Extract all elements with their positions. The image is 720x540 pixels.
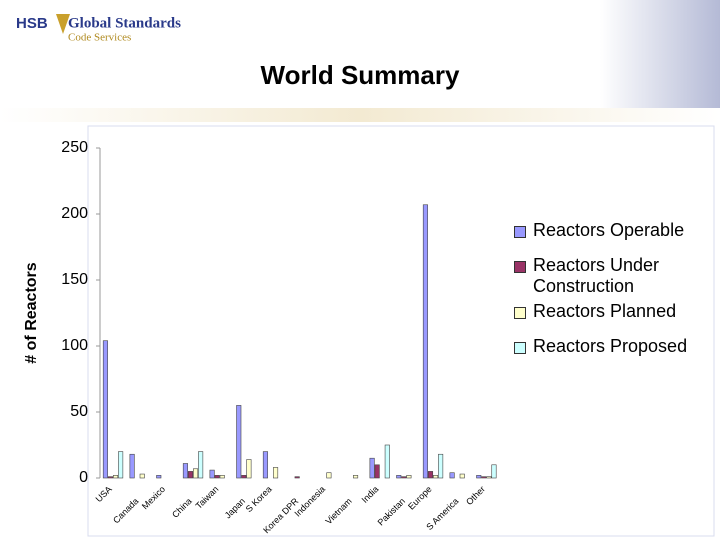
y-tick-label: 150: [61, 271, 88, 288]
brand: HSB: [16, 15, 48, 32]
bar: [491, 464, 497, 479]
legend-label: Reactors Under Construction: [533, 255, 660, 296]
bar: [481, 476, 487, 479]
bar: [198, 451, 204, 479]
plot-frame: [87, 125, 715, 537]
bar: [459, 473, 465, 479]
bar: [193, 468, 199, 479]
legend-label: Reactors Operable: [533, 220, 685, 240]
bar: [438, 453, 444, 479]
y-tick-label: 250: [61, 139, 88, 156]
legend-label: Reactors Proposed: [533, 336, 688, 356]
bar: [401, 476, 407, 479]
legend-swatch: [514, 342, 526, 354]
bar: [118, 451, 124, 479]
bar: [294, 476, 300, 479]
legend: Reactors Operable Reactors Under Construc…: [514, 220, 714, 357]
bar: [236, 405, 242, 479]
bar: [427, 471, 434, 479]
bar: [486, 476, 492, 479]
bar: [384, 444, 390, 479]
bar: [139, 473, 145, 479]
bar: [219, 475, 225, 479]
bar: [129, 453, 135, 479]
y-tick-label: 0: [79, 469, 88, 486]
legend-item: Reactors Operable: [514, 220, 714, 241]
legend-label: Reactors Planned: [533, 301, 677, 321]
bar: [209, 469, 215, 479]
bar: [369, 457, 375, 479]
legend-item: Reactors Under Construction: [514, 255, 714, 297]
chart-title: World Summary: [261, 60, 460, 90]
bar: [246, 459, 252, 479]
bar: [187, 471, 194, 479]
bar: [113, 475, 119, 479]
legend-swatch: [514, 226, 526, 238]
bar: [406, 475, 412, 479]
y-tick-label: 50: [70, 403, 88, 420]
bar: [262, 451, 268, 479]
legend-item: Reactors Planned: [514, 301, 714, 322]
bar: [107, 476, 114, 479]
bar: [449, 472, 455, 479]
bar: [353, 475, 359, 479]
bar: [241, 475, 247, 479]
logo-text: Global Standards: [68, 15, 181, 31]
legend-item: Reactors Proposed: [514, 336, 714, 357]
y-tick-label: 100: [61, 337, 88, 354]
logo-subtext: Code Services: [68, 32, 131, 44]
y-tick-label: 200: [61, 205, 88, 222]
legend-swatch: [514, 307, 526, 319]
header-edge: [600, 0, 720, 108]
bar: [214, 475, 220, 479]
bar: [476, 475, 482, 479]
bar: [326, 472, 332, 479]
bar: [102, 340, 108, 479]
bar: [396, 475, 402, 479]
bar: [273, 467, 279, 479]
y-axis-label: # of Reactors: [23, 262, 40, 363]
bar: [422, 204, 428, 479]
bar: [374, 464, 380, 479]
header-band: [0, 108, 720, 122]
bar: [156, 475, 162, 479]
legend-swatch: [514, 261, 526, 273]
bar: [182, 463, 188, 479]
logo-mark: [56, 14, 70, 34]
bar: [433, 475, 439, 479]
